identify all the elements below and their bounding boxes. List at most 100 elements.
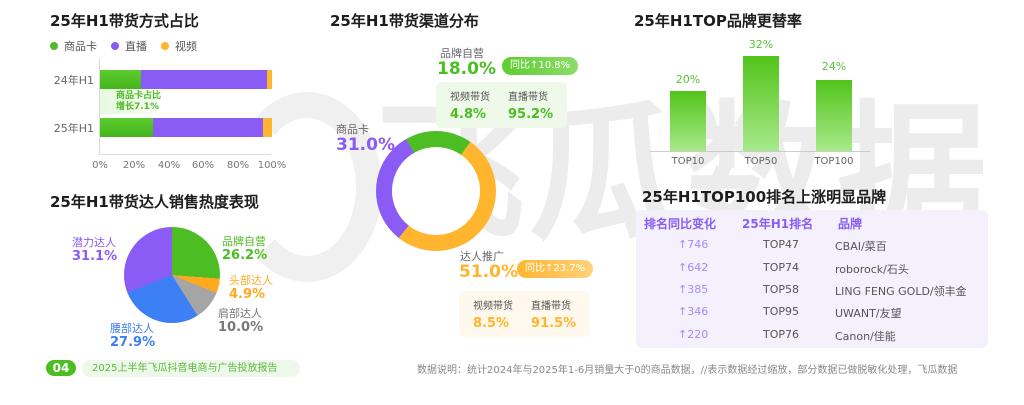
pie-label-head: 头部达人 4.9% [229, 274, 273, 302]
donut-title: 25年H1带货渠道分布 [330, 12, 479, 30]
stacked-bar-title: 25年H1带货方式占比 [50, 12, 199, 30]
sub-value: 91.5% [531, 316, 577, 331]
sub-col: 直播带货 95.2% [508, 88, 553, 122]
segment-card [100, 70, 142, 89]
brand-label: 品牌自营 [440, 47, 484, 60]
brand-sub-box: 视频带货 4.8% 直播带货 95.2% [436, 82, 568, 128]
legend-dot-icon [111, 42, 119, 50]
kol-label: 达人推广 [460, 250, 504, 263]
segment-card [100, 118, 154, 137]
legend-dot-icon [50, 42, 58, 50]
turnover-title: 25年H1TOP品牌更替率 [634, 12, 802, 30]
table-row: ↑642 TOP74 roborock/石头 [636, 261, 988, 283]
cell-rank: TOP58 [763, 283, 800, 296]
legend-label: 直播 [125, 40, 147, 53]
brand-yoy-badge: 同比↑10.8% [502, 57, 579, 75]
bar-top100 [816, 80, 852, 151]
pie-chart [124, 227, 220, 323]
value: 4.9% [229, 287, 266, 302]
annotation-line: 商品卡占比 [116, 91, 162, 101]
bar-value: 32% [748, 38, 774, 51]
annotation-line: 增长7.1% [116, 102, 159, 112]
cell-change: ↑642 [678, 261, 709, 274]
sub-value: 4.8% [450, 107, 487, 122]
sub-value: 8.5% [473, 316, 510, 331]
value: 27.9% [110, 335, 156, 350]
sub-key: 视频带货 [473, 301, 513, 312]
col-header-change: 排名同比变化 [644, 217, 717, 231]
bar-category: TOP100 [814, 156, 854, 167]
cell-rank: TOP74 [763, 261, 800, 274]
cell-brand: roborock/石头 [835, 263, 909, 276]
y-axis [99, 58, 100, 154]
page-badge: 04 [46, 360, 76, 376]
kol-sub-box: 视频带货 8.5% 直播带货 91.5% [459, 291, 591, 337]
donut-hole [392, 147, 480, 235]
cell-change: ↑746 [678, 238, 709, 251]
bar-top50 [743, 56, 779, 151]
cell-rank: TOP47 [763, 238, 800, 251]
card-label: 商品卡 [336, 123, 369, 136]
cell-rank: TOP76 [763, 328, 800, 341]
cell-change: ↑346 [678, 305, 709, 318]
legend-label: 视频 [175, 40, 197, 53]
bar-25h1 [100, 118, 272, 137]
stacked-bar-annotation: 商品卡占比 增长7.1% [100, 89, 162, 114]
value: 10.0% [218, 320, 264, 335]
row-label: 24年H1 [53, 74, 94, 87]
col-header-rank: 25年H1排名 [742, 217, 814, 231]
row-label: 25年H1 [53, 122, 94, 135]
label: 头部达人 [229, 274, 273, 287]
legend-label: 商品卡 [64, 40, 97, 53]
cell-brand: LING FENG GOLD/领丰金 [835, 285, 967, 298]
sub-col: 视频带货 4.8% [450, 88, 490, 122]
label: 品牌自营 [222, 235, 266, 248]
segment-live [153, 118, 264, 137]
legend-item-video: 视频 [161, 38, 197, 54]
bar-value: 24% [821, 60, 847, 73]
table-row: ↑220 TOP76 Canon/佳能 [636, 328, 988, 350]
x-tick: 80% [226, 160, 250, 171]
cell-brand: Canon/佳能 [835, 330, 896, 343]
label: 腰部达人 [110, 322, 154, 335]
x-tick: 20% [122, 160, 146, 171]
segment-live [141, 70, 267, 89]
bar-top10 [670, 91, 706, 151]
segment-video [263, 118, 272, 137]
bar-24h1 [100, 70, 272, 89]
table-row: ↑385 TOP58 LING FENG GOLD/领丰金 [636, 283, 988, 305]
rank-table-title: 25年H1TOP100排名上涨明显品牌 [642, 188, 887, 206]
cell-rank: TOP95 [763, 305, 800, 318]
label: 潜力达人 [72, 236, 116, 249]
x-tick: 40% [157, 160, 181, 171]
sub-key: 直播带货 [508, 92, 548, 103]
label: 肩部达人 [218, 307, 262, 320]
sub-key: 视频带货 [450, 92, 490, 103]
sub-value: 95.2% [508, 107, 554, 122]
pie-label-potential: 潜力达人 31.1% [72, 236, 117, 264]
pie-title: 25年H1带货达人销售热度表现 [50, 193, 259, 211]
bar-category: TOP10 [671, 156, 705, 167]
cell-change: ↑220 [678, 328, 709, 341]
pie-label-waist: 腰部达人 27.9% [110, 322, 155, 350]
bar-value: 20% [675, 73, 701, 86]
value: 26.2% [222, 248, 268, 263]
sub-col: 直播带货 91.5% [531, 297, 576, 331]
pie-label-shoulder: 肩部达人 10.0% [218, 307, 263, 335]
sub-key: 直播带货 [531, 301, 571, 312]
sub-col: 视频带货 8.5% [473, 297, 513, 331]
x-axis [650, 151, 870, 152]
legend-dot-icon [161, 42, 169, 50]
x-tick: 60% [191, 160, 215, 171]
cell-brand: CBAI/菜百 [835, 240, 887, 253]
cell-brand: UWANT/友望 [835, 307, 902, 320]
stacked-bar-legend: 商品卡 直播 视频 [50, 38, 197, 54]
table-row: ↑346 TOP95 UWANT/友望 [636, 305, 988, 327]
x-axis [99, 154, 271, 155]
pie-label-brand: 品牌自营 26.2% [222, 235, 267, 263]
x-tick: 0% [92, 160, 108, 171]
x-tick: 100% [257, 160, 287, 171]
card-value: 31.0% [336, 135, 395, 155]
kol-value: 51.0% [459, 262, 518, 282]
data-note: 数据说明：统计2024年与2025年1-6月销量大于0的商品数据，//表示数据经… [417, 365, 958, 376]
